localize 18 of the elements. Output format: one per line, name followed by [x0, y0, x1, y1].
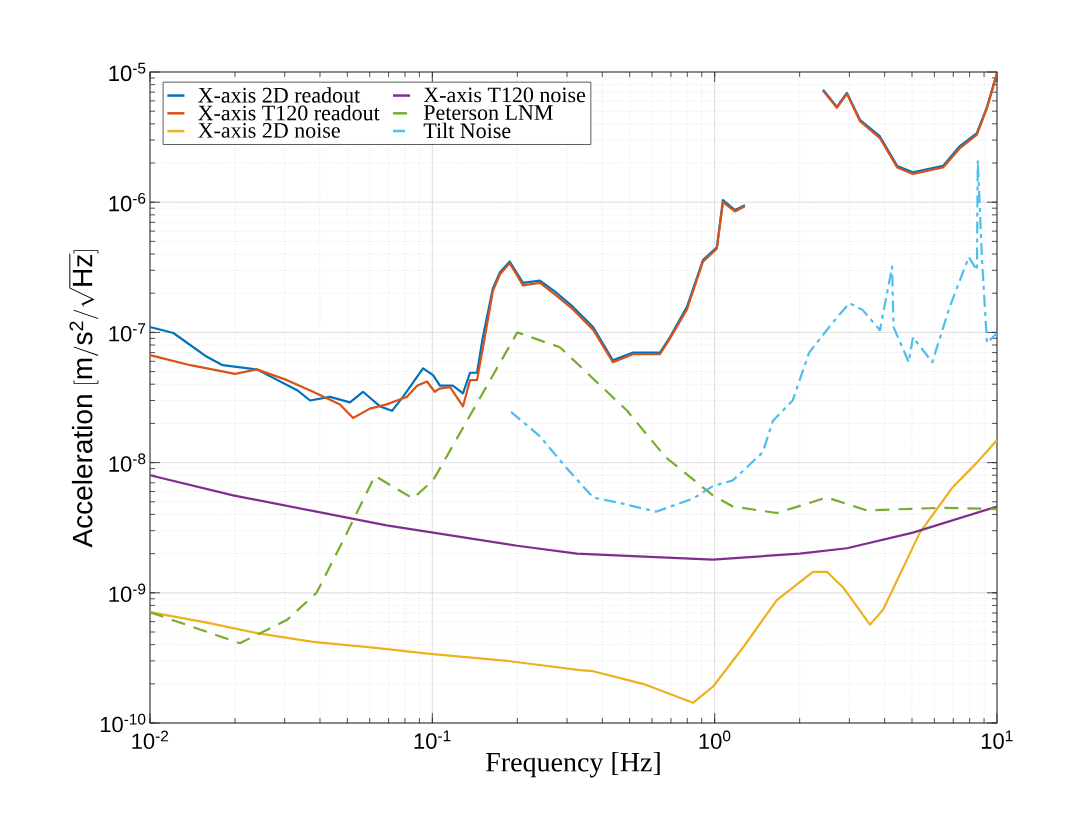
y-tick-label: 10$^{-10}$: [100, 713, 146, 733]
x-tick-label: 10$^{1}$: [981, 730, 1013, 749]
x-tick-label: 10$^{-2}$: [132, 730, 169, 750]
y-tick-label: 10$^{-9}$: [109, 583, 146, 603]
legend-label: Tilt Noise: [423, 122, 511, 139]
x-tick-label: 10$^{-1}$: [414, 730, 451, 749]
y-tick-label: 10$^{-7}$: [109, 323, 146, 342]
legend-label: X-axis T120 readout: [198, 104, 380, 121]
legend-label: X-axis T120 noise: [423, 87, 586, 103]
y-tick-label: 10$^{-5}$: [109, 62, 146, 82]
x-tick-label: 10$^{0}$: [699, 730, 731, 750]
y-tick-label: 10$^{-6}$: [109, 192, 146, 212]
legend-label: Peterson LNM: [423, 105, 553, 120]
legend-label: X-axis 2D noise: [198, 123, 340, 138]
legend-label: X-axis 2D readout: [198, 87, 361, 103]
y-tick-label: 10$^{-8}$: [109, 453, 146, 472]
x-axis-title: Frequency [Hz]: [486, 751, 660, 778]
y-axis-title: $\mathrm{Acceleration}\ [\mathrm{m/s^2/\sqrt{Hz}}]$: [69, 250, 99, 548]
